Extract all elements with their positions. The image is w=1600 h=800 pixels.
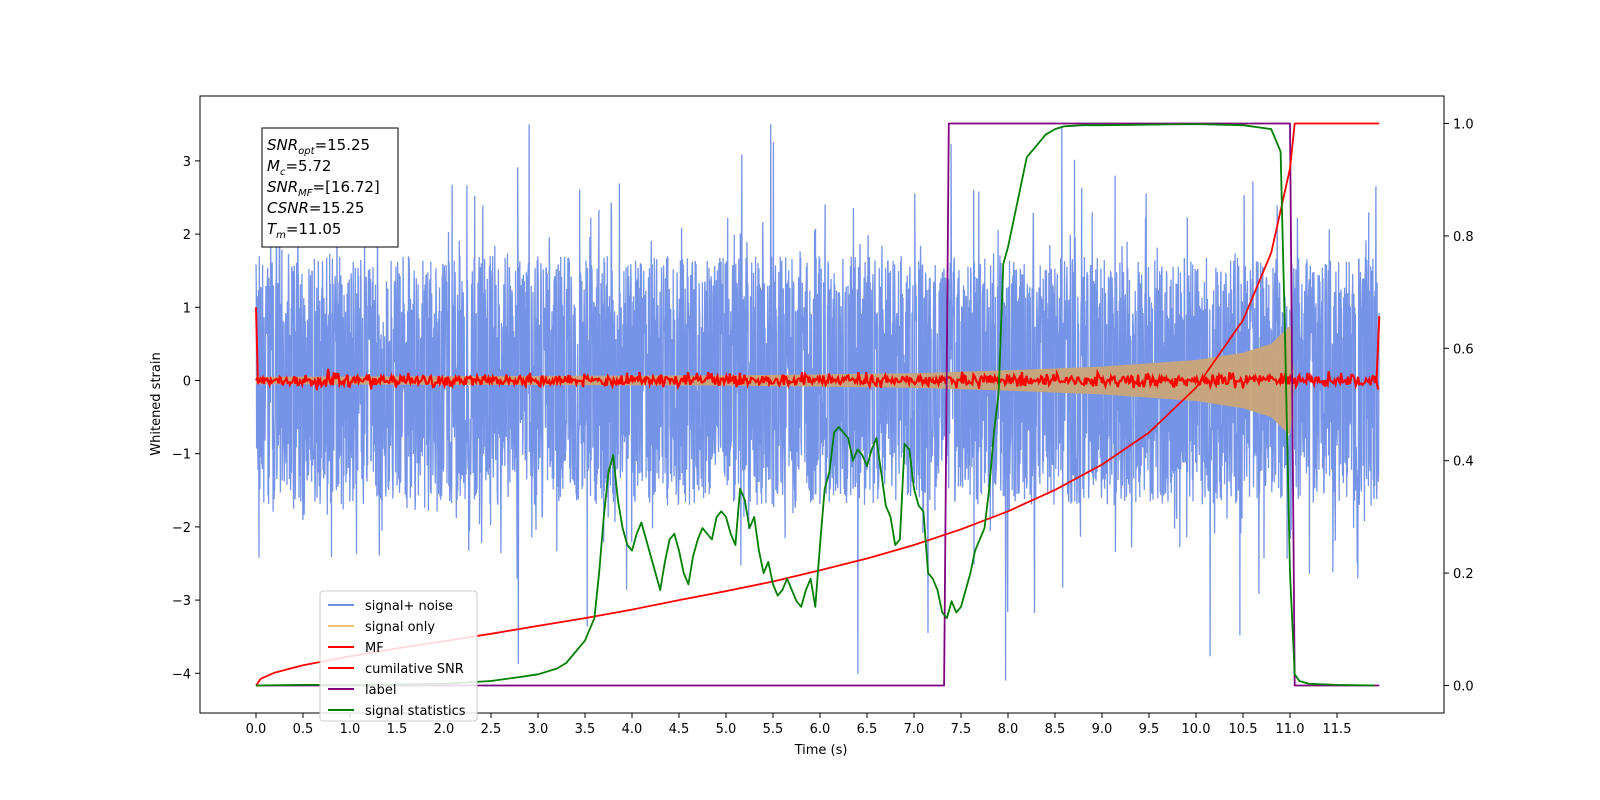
- x-tick-label: 5.5: [763, 722, 784, 737]
- annotation-box-frame: [261, 127, 399, 248]
- annotation-value: =[16.72]: [313, 178, 380, 196]
- y-right-tick-label: 0.0: [1453, 680, 1474, 695]
- x-axis-label: Time (s): [794, 743, 848, 758]
- series-label: [256, 122, 1380, 687]
- x-tick-label: 9.0: [1092, 722, 1113, 737]
- annotation-var: SNR: [267, 178, 298, 196]
- x-tick-label: 7.0: [904, 722, 925, 737]
- x-tick-label: 11.5: [1323, 722, 1352, 737]
- y-axis-label: Whitened strain: [149, 352, 164, 455]
- x-tick-label: 0.5: [293, 722, 314, 737]
- x-tick-label: 10.5: [1229, 722, 1258, 737]
- x-tick-label: 3.0: [528, 722, 549, 737]
- legend-label: label: [365, 683, 396, 698]
- legend-label: MF: [365, 641, 384, 656]
- axes: 0.0 0.5 1.0 1.5 2.0 2.5 3.0 3.5 4.0 4.5 5.0 5.5 6.0 6…: [172, 118, 1474, 738]
- y-tick-label: 0: [183, 375, 191, 390]
- y-tick-label: 2: [183, 228, 191, 243]
- y-tick-label: −3: [172, 594, 191, 609]
- annotation-line: Mc=5.72: [267, 157, 331, 178]
- x-tick-label: 0.0: [246, 722, 267, 737]
- x-tick-label: 6.5: [857, 722, 878, 737]
- annotation-line: Tm=11.05: [267, 220, 341, 241]
- x-tick-label: 3.5: [575, 722, 596, 737]
- y-tick-label: −1: [172, 448, 191, 463]
- annotation-value: =15.25: [309, 199, 365, 217]
- x-tick-label: 4.5: [669, 722, 690, 737]
- legend-frame: [319, 590, 478, 722]
- annotation-value: =11.05: [286, 220, 342, 238]
- annotation-value: =5.72: [285, 157, 331, 175]
- y-right-tick-label: 1.0: [1453, 118, 1474, 133]
- plot-frame: [199, 95, 1445, 714]
- y-tick-label: 1: [183, 301, 191, 316]
- y-tick-label: −2: [172, 521, 191, 536]
- annotation-var: M: [267, 157, 280, 175]
- y-right-tick-label: 0.6: [1453, 342, 1474, 357]
- annotation-sub: MF: [298, 188, 313, 199]
- annotation-var: SNR: [267, 136, 298, 154]
- x-tick-label: 1.5: [387, 722, 408, 737]
- x-tick-label: 6.0: [810, 722, 831, 737]
- legend: signal+ noise signal only MF cumilative SNR…: [319, 590, 478, 722]
- annotation-line: SNRMF=[16.72]: [267, 178, 380, 199]
- annotation-var: CSNR: [267, 199, 309, 217]
- series-mf-end-spike: [1375, 316, 1381, 381]
- series-mf: [255, 368, 1380, 391]
- x-tick-label: 8.0: [998, 722, 1019, 737]
- x-tick-label: 11.0: [1276, 722, 1305, 737]
- x-tick-label: 7.5: [951, 722, 972, 737]
- annotation-var: T: [267, 220, 278, 238]
- x-tick-label: 2.0: [434, 722, 455, 737]
- annotation-line: SNRopt=15.25: [267, 136, 370, 157]
- legend-label: signal+ noise: [365, 599, 453, 614]
- annotation-box: SNRopt=15.25Mc=5.72SNRMF=[16.72]CSNR=15.…: [261, 127, 399, 248]
- x-tick-label: 9.5: [1139, 722, 1160, 737]
- y-tick-label: 3: [183, 155, 191, 170]
- legend-label: cumilative SNR: [365, 662, 464, 677]
- legend-label: signal statistics: [365, 704, 466, 719]
- x-tick-label: 4.0: [622, 722, 643, 737]
- annotation-sub: opt: [298, 146, 315, 157]
- legend-label: signal only: [365, 620, 435, 635]
- x-tick-label: 10.0: [1182, 722, 1211, 737]
- annotation-sub: c: [280, 167, 286, 178]
- y-right-tick-label: 0.4: [1453, 455, 1474, 470]
- annotation-sub: m: [276, 230, 286, 241]
- annotation-line: CSNR=15.25: [267, 199, 364, 217]
- series-signal-statistics: [255, 123, 1375, 687]
- y-tick-label: −4: [172, 667, 191, 682]
- series-mf-start-spike: [255, 307, 259, 381]
- x-tick-label: 5.0: [716, 722, 737, 737]
- annotation-value: =15.25: [315, 136, 371, 154]
- x-tick-label: 8.5: [1045, 722, 1066, 737]
- x-tick-label: 1.0: [340, 722, 361, 737]
- y-right-tick-label: 0.2: [1453, 567, 1474, 582]
- y-right-tick-label: 0.8: [1453, 230, 1474, 245]
- x-tick-label: 2.5: [481, 722, 502, 737]
